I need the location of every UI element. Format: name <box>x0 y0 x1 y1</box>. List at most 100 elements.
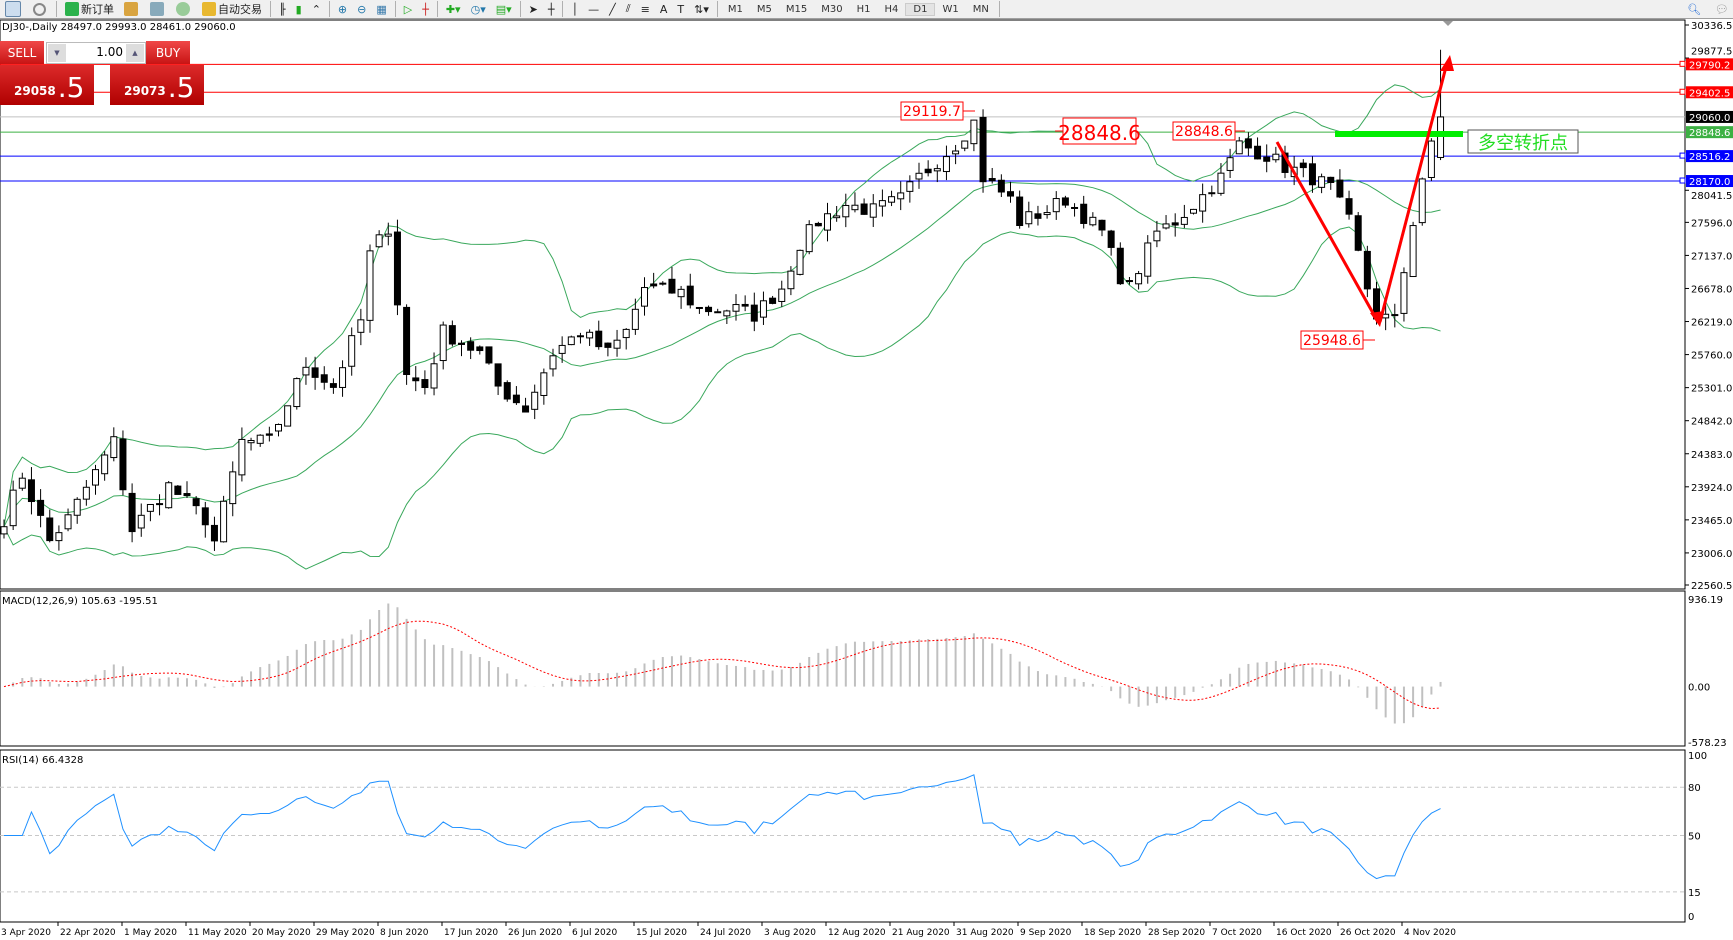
line-chart-button[interactable]: ⌃ <box>307 0 326 18</box>
price-tick-label: 22560.5 <box>1691 581 1732 592</box>
candle <box>1308 156 1316 193</box>
candlestick-icon: ▮ <box>295 2 302 16</box>
indicators-button[interactable]: ✚▾ <box>441 0 466 18</box>
sell-button[interactable]: SELL <box>0 41 44 64</box>
pivot-zone-bar <box>1335 131 1463 137</box>
macd-axis-label: 936.19 <box>1688 595 1723 606</box>
auto-trading-button[interactable]: 自动交易 <box>197 0 267 18</box>
lot-increase-button[interactable]: ▲ <box>126 44 144 62</box>
candle-body <box>769 297 777 304</box>
timeframe-d1[interactable]: D1 <box>905 2 936 16</box>
radio-button[interactable] <box>171 0 197 18</box>
timeframe-h4[interactable]: H4 <box>884 3 899 15</box>
candle-body <box>1199 194 1207 212</box>
lot-size-input[interactable]: ▼ 1.00 ▲ <box>46 42 146 64</box>
chart-window-button[interactable] <box>0 0 28 18</box>
templates-button[interactable]: ▤▾ <box>491 0 517 18</box>
candle <box>1007 181 1014 203</box>
date-label: 11 May 2020 <box>188 928 247 938</box>
timeframe-h1[interactable]: H1 <box>856 3 871 15</box>
buy-button[interactable]: BUY <box>146 41 190 64</box>
candle <box>897 181 905 211</box>
buy-price-main: 29073 <box>124 84 166 98</box>
candle-body <box>659 282 667 285</box>
candle-body <box>393 231 401 306</box>
new-order-button[interactable]: 新订单 <box>60 0 119 18</box>
candle-body <box>1299 162 1307 169</box>
candle-body <box>101 454 109 475</box>
timeframe-m1[interactable]: M1 <box>727 3 743 15</box>
history-button[interactable] <box>119 0 145 18</box>
candle-body <box>1052 198 1060 213</box>
line-chart-icon: ⌃ <box>311 2 321 16</box>
text-button[interactable]: A <box>655 0 673 18</box>
date-label: 16 Oct 2020 <box>1276 928 1332 938</box>
candle <box>339 360 347 397</box>
timeframe-m5[interactable]: M5 <box>756 3 772 15</box>
search-icon[interactable]: 🔍︎ <box>1687 2 1702 16</box>
trendline-button[interactable]: ╱ <box>604 0 621 18</box>
crosshair-button[interactable]: ┼ <box>543 0 560 18</box>
autoscroll-button[interactable]: ▷ <box>399 0 417 18</box>
candle <box>522 397 530 413</box>
timeframe-w1[interactable]: W1 <box>942 3 959 15</box>
candle-body <box>357 319 365 333</box>
candle-body <box>110 436 118 459</box>
candle-body <box>275 423 282 432</box>
lot-value[interactable]: 1.00 <box>96 45 123 59</box>
candle-body <box>540 372 548 396</box>
candle-body <box>979 116 987 183</box>
fibonacci-button[interactable]: ≡ <box>636 0 655 18</box>
candle-body <box>531 391 539 410</box>
candle <box>137 503 145 537</box>
candle <box>814 221 822 227</box>
toolbar: 新订单 自动交易 ╟ ▮ ⌃ ⊕ ⊖ ▦ ▷ ┼ ✚▾ ◷▾ ▤▾ ➤ ┼ │ … <box>0 0 1733 19</box>
candle-body <box>869 203 877 218</box>
candle-body <box>641 287 648 307</box>
chart-canvas[interactable]: 29119.7 28848.6 28848.6 25948.6 多空转折点 30336.… <box>0 19 1733 940</box>
timeframe-mn[interactable]: MN <box>972 3 989 15</box>
cursor-button[interactable]: ➤ <box>524 0 543 18</box>
timeframe-m30[interactable]: M30 <box>821 3 843 15</box>
tile-windows-button[interactable]: ▦ <box>371 0 391 18</box>
high-price-label: 29119.7 <box>903 104 961 120</box>
candle-body <box>1437 116 1445 158</box>
candle <box>741 295 749 312</box>
zoom-in-button[interactable]: ⊕ <box>333 0 352 18</box>
symbol-info: DJ30-,Daily 28497.0 29993.0 28461.0 2906… <box>2 22 236 33</box>
equidistant-channel-button[interactable]: ⫽ <box>621 0 636 18</box>
bar-chart-button[interactable]: ╟ <box>274 0 291 18</box>
date-label: 26 Jun 2020 <box>508 928 562 938</box>
chart-shift-button[interactable]: ┼ <box>417 0 434 18</box>
signals-button[interactable] <box>145 0 171 18</box>
lot-decrease-button[interactable]: ▼ <box>48 44 66 62</box>
trendline-icon: ╱ <box>609 2 616 16</box>
vertical-line-button[interactable]: │ <box>566 0 583 18</box>
candle <box>210 516 218 551</box>
candle-chart-button[interactable]: ▮ <box>291 0 307 18</box>
candle-body <box>759 300 767 318</box>
zoom-out-button[interactable]: ⊖ <box>352 0 371 18</box>
horizontal-line-button[interactable]: — <box>583 0 604 18</box>
candle-body <box>595 330 603 348</box>
candle <box>824 202 831 242</box>
candle <box>860 198 868 215</box>
candle <box>238 427 246 482</box>
candle <box>759 291 767 325</box>
text-label-button[interactable]: T <box>672 0 689 18</box>
level-price-tag <box>1686 86 1733 99</box>
date-label: 7 Oct 2020 <box>1212 928 1262 938</box>
sell-price-button[interactable]: 29058 .5 <box>0 65 94 105</box>
candle <box>1025 201 1033 228</box>
candle <box>1272 146 1280 163</box>
arrows-button[interactable]: ⇅▾ <box>689 0 714 18</box>
candle <box>1409 221 1417 278</box>
buy-price-button[interactable]: 29073 .5 <box>110 65 204 105</box>
timeframe-m15[interactable]: M15 <box>785 3 808 15</box>
periods-button[interactable]: ◷▾ <box>466 0 491 18</box>
candle-body <box>604 342 612 348</box>
candle-body <box>750 304 758 322</box>
zoom-navigator-button[interactable] <box>28 0 53 18</box>
chat-icon[interactable]: 💬︎ <box>1715 2 1729 16</box>
candle-body <box>156 503 164 506</box>
